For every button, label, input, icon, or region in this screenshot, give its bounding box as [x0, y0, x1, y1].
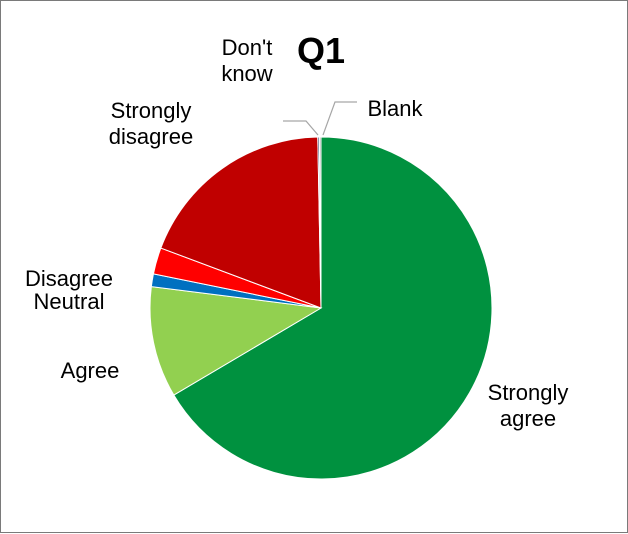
label-strongly-agree: Strongly agree: [488, 380, 569, 431]
label-neutral: Neutral: [34, 289, 105, 314]
leader-lines: [283, 101, 357, 136]
label-strongly-disagree: Strongly disagree: [109, 98, 193, 149]
slice-strongly-agree: [173, 136, 493, 480]
leader-line-blank: [322, 101, 357, 136]
pie-slices: [149, 136, 493, 480]
chart-title: Q1: [297, 30, 345, 71]
label-don-t-know: Don't know: [221, 35, 272, 86]
slice-agree: [149, 286, 323, 396]
leader-line-don-t-know: [283, 120, 319, 136]
slice-strongly-disagree: [160, 136, 322, 309]
label-agree: Agree: [61, 358, 120, 383]
label-blank: Blank: [367, 96, 423, 121]
slice-blank: [318, 136, 322, 309]
label-disagree: Disagree: [25, 266, 113, 291]
